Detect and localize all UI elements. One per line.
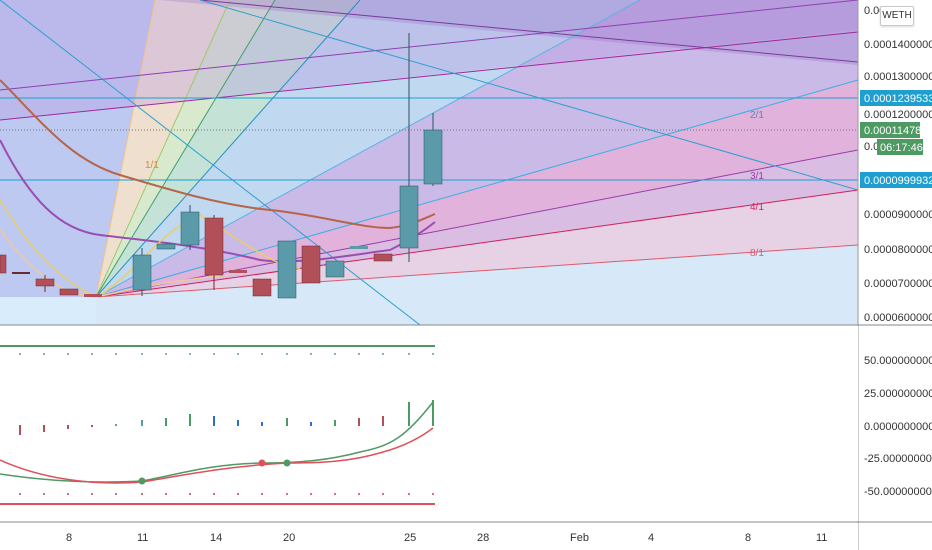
price-tag-last: 0.0001147860 — [860, 122, 932, 138]
gann-fan-drawing[interactable]: 1/1 2/1 3/1 4/1 8/1 — [0, 0, 858, 325]
indicator-tick: 50.0000000000 — [864, 355, 932, 367]
time-tick: 4 — [648, 532, 654, 544]
fan-label: 4/1 — [750, 202, 764, 213]
price-tag-upper: 0.0001239533 — [860, 90, 932, 106]
price-tick: 0.0000700000 — [864, 278, 932, 290]
time-tick: 20 — [283, 532, 295, 544]
price-tick: 0.0001300000 — [864, 71, 932, 83]
time-tick: Feb — [570, 532, 589, 544]
time-tick: 28 — [477, 532, 489, 544]
time-tick: 11 — [816, 532, 827, 544]
indicator-plot — [0, 345, 435, 505]
fan-label: 3/1 — [750, 171, 764, 182]
time-tick: 14 — [210, 532, 222, 544]
time-axis-labels: 8 11 14 20 25 28 Feb 4 8 11 — [66, 532, 827, 544]
time-tick: 11 — [137, 532, 148, 544]
price-tick: 0.0000900000 — [864, 209, 932, 221]
svg-text:0.0001147860: 0.0001147860 — [864, 125, 932, 137]
price-tick: 0.0001200000 — [864, 109, 932, 121]
price-tag-lower: 0.0000999932 — [860, 172, 932, 188]
indicator-axis-labels: 50.0000000000 25.0000000000 0.0000000000… — [864, 355, 932, 498]
price-tick: 0.0000600000 — [864, 312, 932, 324]
price-tick: 0.0000800000 — [864, 244, 932, 256]
price-axis[interactable] — [858, 0, 932, 325]
fan-label: 8/1 — [750, 248, 764, 259]
candlesticks[interactable] — [0, 33, 443, 299]
time-axis[interactable] — [0, 523, 858, 550]
indicator-tick: -25.0000000000 — [864, 453, 932, 465]
indicator-pane[interactable] — [0, 326, 858, 522]
time-tick: 8 — [745, 532, 751, 544]
symbol-badge[interactable]: WETH — [880, 6, 914, 26]
time-tick: 25 — [404, 532, 416, 544]
svg-text:06:17:46: 06:17:46 — [880, 142, 923, 154]
svg-text:0.0001239533: 0.0001239533 — [864, 93, 932, 105]
indicator-tick: 25.0000000000 — [864, 388, 932, 400]
price-tick: 0.0001400000 — [864, 39, 932, 51]
indicator-axis[interactable] — [859, 326, 932, 522]
countdown-tag: 06:17:46 — [877, 139, 923, 155]
indicator-tick: 0.0000000000 — [864, 421, 932, 433]
time-tick: 8 — [66, 532, 72, 544]
fan-label: 1/1 — [145, 160, 159, 171]
indicator-tick: -50.0000000000 — [864, 486, 932, 498]
fan-label: 2/1 — [750, 110, 764, 121]
svg-text:0.0000999932: 0.0000999932 — [864, 175, 932, 187]
